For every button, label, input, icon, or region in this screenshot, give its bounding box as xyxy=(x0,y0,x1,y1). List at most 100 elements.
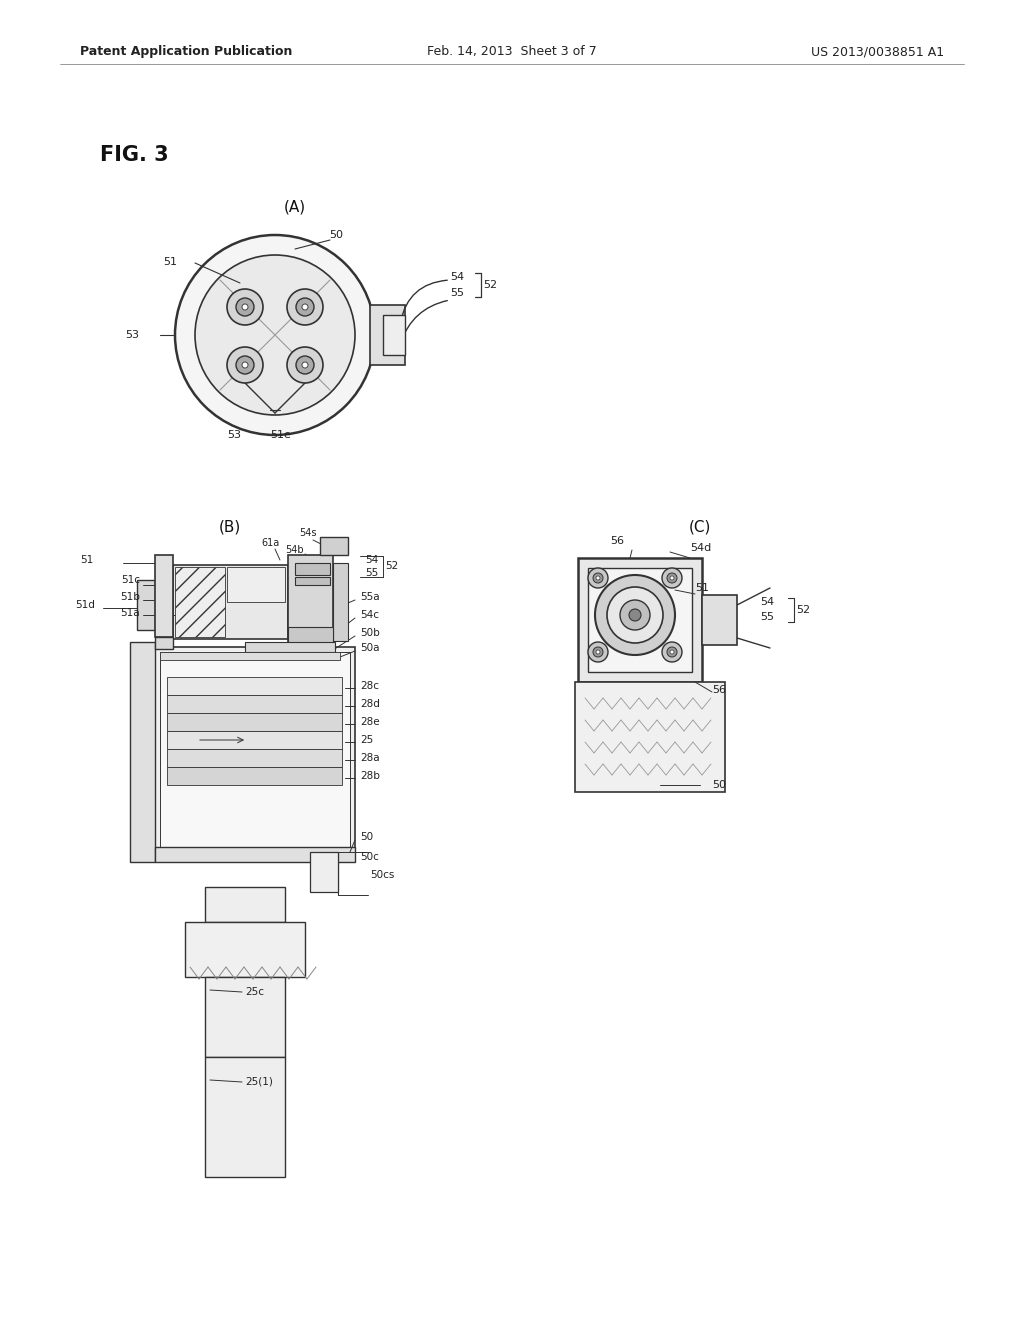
Bar xyxy=(588,568,692,672)
Text: 54c: 54c xyxy=(360,610,379,620)
Text: 54b: 54b xyxy=(286,545,304,554)
Text: 53: 53 xyxy=(125,330,139,341)
Text: 53: 53 xyxy=(227,430,241,440)
Text: 25(1): 25(1) xyxy=(245,1077,272,1086)
Text: 52: 52 xyxy=(796,605,810,615)
Circle shape xyxy=(593,647,603,657)
Text: 50: 50 xyxy=(712,780,726,789)
Circle shape xyxy=(629,609,641,620)
Circle shape xyxy=(588,568,608,587)
Text: 54: 54 xyxy=(760,597,774,607)
Circle shape xyxy=(607,587,663,643)
Circle shape xyxy=(296,356,314,374)
Bar xyxy=(578,558,702,682)
Circle shape xyxy=(302,362,308,368)
Circle shape xyxy=(227,347,263,383)
Bar xyxy=(167,696,342,713)
Bar xyxy=(383,315,406,355)
Bar xyxy=(167,767,342,785)
Bar xyxy=(155,554,173,638)
Bar xyxy=(319,537,348,554)
Text: 52: 52 xyxy=(483,280,497,290)
Text: 28b: 28b xyxy=(360,771,380,781)
Circle shape xyxy=(296,298,314,315)
Text: 28c: 28c xyxy=(360,681,379,690)
Text: 50b: 50b xyxy=(360,628,380,638)
Text: (B): (B) xyxy=(219,520,241,535)
Circle shape xyxy=(236,298,254,315)
Text: 52: 52 xyxy=(385,561,398,572)
Bar xyxy=(167,748,342,767)
Text: 50a: 50a xyxy=(360,643,380,653)
Bar xyxy=(575,682,725,792)
Bar xyxy=(167,713,342,731)
Bar xyxy=(130,642,155,862)
Bar xyxy=(227,568,285,602)
Circle shape xyxy=(620,601,650,630)
Circle shape xyxy=(287,289,323,325)
Text: US 2013/0038851 A1: US 2013/0038851 A1 xyxy=(811,45,944,58)
Text: 56: 56 xyxy=(610,536,624,546)
Circle shape xyxy=(227,289,263,325)
Circle shape xyxy=(242,362,248,368)
Text: 51: 51 xyxy=(163,257,177,267)
Bar xyxy=(155,647,355,857)
Bar xyxy=(185,921,305,977)
Circle shape xyxy=(175,235,375,436)
Bar xyxy=(310,851,338,892)
Circle shape xyxy=(588,642,608,663)
Text: 51e: 51e xyxy=(270,430,291,440)
Text: 25: 25 xyxy=(360,735,374,744)
Circle shape xyxy=(596,576,600,579)
Bar xyxy=(370,305,406,366)
Bar xyxy=(288,554,333,647)
Bar xyxy=(333,564,348,642)
Circle shape xyxy=(670,576,674,579)
Text: 50c: 50c xyxy=(360,851,379,862)
Text: 51: 51 xyxy=(80,554,93,565)
Text: 54s: 54s xyxy=(299,528,316,539)
Circle shape xyxy=(302,304,308,310)
Bar xyxy=(295,564,330,576)
Circle shape xyxy=(593,573,603,583)
Circle shape xyxy=(662,642,682,663)
Bar xyxy=(167,731,342,748)
Circle shape xyxy=(195,255,355,414)
Text: 55a: 55a xyxy=(360,591,380,602)
Bar xyxy=(205,1057,285,1177)
Circle shape xyxy=(596,649,600,653)
Text: 55: 55 xyxy=(450,288,464,298)
Circle shape xyxy=(242,304,248,310)
Text: 50: 50 xyxy=(360,832,373,842)
Text: 51: 51 xyxy=(695,583,709,593)
Bar xyxy=(288,627,333,647)
Circle shape xyxy=(595,576,675,655)
Text: 61a: 61a xyxy=(261,539,280,548)
Text: FIG. 3: FIG. 3 xyxy=(100,145,169,165)
Text: 51a: 51a xyxy=(121,609,140,618)
Text: (C): (C) xyxy=(689,520,712,535)
Text: 50: 50 xyxy=(329,230,343,240)
Bar xyxy=(702,595,737,645)
Bar xyxy=(205,977,285,1057)
Text: (A): (A) xyxy=(284,201,306,215)
Bar xyxy=(155,847,355,862)
Circle shape xyxy=(667,647,677,657)
Bar xyxy=(167,677,342,696)
Bar xyxy=(295,577,330,585)
Text: 56: 56 xyxy=(712,685,726,696)
Text: 51c: 51c xyxy=(121,576,140,585)
Bar xyxy=(160,652,350,851)
Text: 28a: 28a xyxy=(360,752,380,763)
Text: 54d: 54d xyxy=(690,543,712,553)
Bar xyxy=(160,652,340,660)
Bar xyxy=(245,642,335,652)
Text: Patent Application Publication: Patent Application Publication xyxy=(80,45,293,58)
Text: 54: 54 xyxy=(365,554,378,565)
Text: 25c: 25c xyxy=(245,987,264,997)
Bar xyxy=(175,568,225,638)
Circle shape xyxy=(662,568,682,587)
Circle shape xyxy=(667,573,677,583)
Circle shape xyxy=(236,356,254,374)
Bar xyxy=(205,887,285,921)
